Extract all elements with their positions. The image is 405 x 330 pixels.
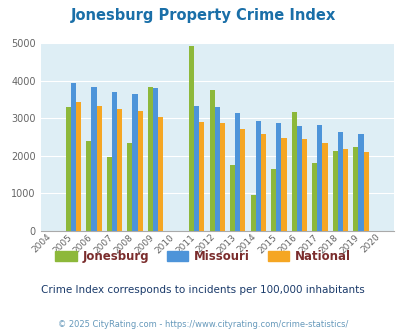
Bar (147, 86, 153, 231)
Bar (86, 141, 91, 231)
Bar (281, 139, 286, 231)
Bar (194, 107, 199, 231)
Bar (96, 106, 101, 231)
Bar (291, 112, 296, 231)
Bar (66, 107, 71, 231)
Text: Jonesburg Property Crime Index: Jonesburg Property Crime Index (70, 8, 335, 23)
Bar (322, 143, 327, 231)
Text: Crime Index corresponds to incidents per 100,000 inhabitants: Crime Index corresponds to incidents per… (41, 285, 364, 295)
Bar (214, 107, 219, 231)
Bar (230, 165, 234, 231)
Bar (71, 83, 76, 231)
Bar (112, 92, 117, 231)
Bar (209, 89, 214, 231)
Bar (255, 121, 260, 231)
Bar (158, 116, 163, 231)
Bar (337, 132, 342, 231)
Bar (362, 151, 368, 231)
Bar (234, 113, 240, 231)
Bar (188, 46, 194, 231)
Bar (342, 149, 347, 231)
Bar (76, 102, 81, 231)
Text: © 2025 CityRating.com - https://www.cityrating.com/crime-statistics/: © 2025 CityRating.com - https://www.city… (58, 320, 347, 329)
Bar (271, 169, 275, 231)
Bar (317, 124, 322, 231)
Bar (137, 111, 143, 231)
Bar (91, 87, 96, 231)
Bar (332, 151, 337, 231)
Bar (153, 88, 158, 231)
Bar (296, 126, 301, 231)
Legend: Jonesburg, Missouri, National: Jonesburg, Missouri, National (51, 245, 354, 268)
Bar (301, 139, 306, 231)
Bar (311, 163, 317, 231)
Bar (199, 122, 204, 231)
Bar (352, 147, 358, 231)
Bar (250, 195, 255, 231)
Bar (132, 94, 137, 231)
Bar (260, 134, 265, 231)
Bar (275, 123, 281, 231)
Bar (117, 110, 122, 231)
Bar (127, 143, 132, 231)
Bar (240, 129, 245, 231)
Bar (107, 157, 112, 231)
Bar (358, 134, 362, 231)
Bar (219, 123, 224, 231)
